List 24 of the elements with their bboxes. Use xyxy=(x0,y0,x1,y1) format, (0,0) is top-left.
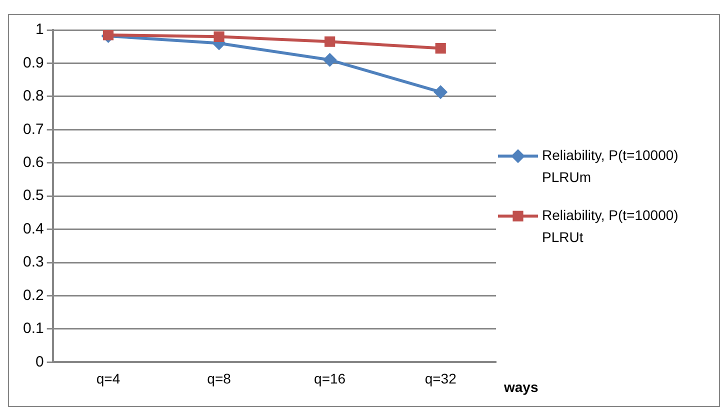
y-tick-label: 0.7 xyxy=(22,120,44,138)
y-tick-label: 0.2 xyxy=(22,286,44,304)
point xyxy=(435,42,446,54)
y-tick-label: 0.8 xyxy=(22,88,44,105)
point xyxy=(102,30,114,40)
point xyxy=(322,52,337,67)
legend-label: Reliability, P(t=10000) PLRUm xyxy=(542,146,678,185)
point xyxy=(214,31,224,42)
y-tick-label: 0.9 xyxy=(22,54,44,72)
x-tick-label: q=8 xyxy=(207,370,232,386)
y-tick-label: 0.3 xyxy=(22,254,44,271)
y-tick-label: 0.5 xyxy=(22,187,44,204)
y-tick-label: 0.1 xyxy=(22,320,44,338)
x-axis-title: ways xyxy=(503,379,538,396)
y-tick-label: 0 xyxy=(36,353,44,370)
y-tick-label: 0.4 xyxy=(22,220,44,238)
legend-label: Reliability, P(t=10000) PLRUt xyxy=(542,206,678,245)
x-tick-label: q=4 xyxy=(96,370,120,386)
x-tick-label: q=32 xyxy=(424,370,457,386)
y-tick-label: 0.6 xyxy=(22,154,44,172)
point xyxy=(324,36,336,47)
y-tick-label: 1 xyxy=(36,21,44,38)
x-tick-label: q=16 xyxy=(314,370,346,386)
point xyxy=(434,85,448,100)
